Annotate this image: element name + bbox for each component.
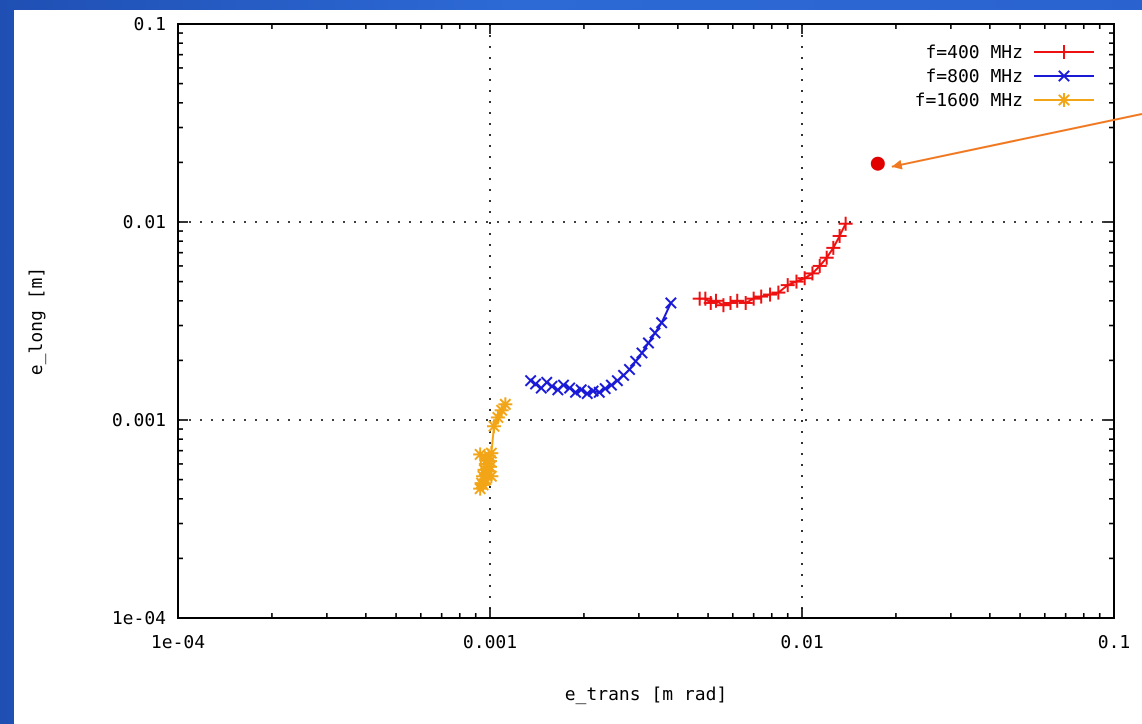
data-point [771, 285, 786, 300]
data-point [575, 383, 588, 396]
data-point [481, 464, 496, 479]
legend-label: f=800 MHz [925, 66, 1023, 87]
data-point [789, 274, 804, 289]
data-point [629, 355, 642, 368]
data-point [605, 379, 618, 392]
legend-marker [1057, 45, 1071, 59]
annotation-point [870, 156, 885, 171]
data-point [569, 386, 582, 399]
data-point [664, 297, 677, 309]
y-tick-label: 0.001 [112, 410, 166, 431]
data-point [812, 258, 827, 273]
legend-label: f=1600 MHz [915, 90, 1023, 111]
legend: f=400 MHz f=800 MHz f=1600 MHz [915, 42, 1094, 111]
data-point [581, 387, 594, 400]
data-point [524, 374, 537, 387]
data-point [797, 271, 812, 286]
y-axis-label: e_long [m] [26, 267, 47, 375]
data-point [655, 316, 668, 329]
annotation-arrow [891, 113, 1142, 170]
y-tick-label: 0.01 [123, 212, 166, 233]
legend-marker [1057, 93, 1071, 107]
legend-label: f=400 MHz [925, 42, 1023, 63]
data-point [483, 454, 497, 469]
legend-marker [1058, 70, 1070, 82]
series-line-2 [530, 302, 672, 395]
data-point [703, 295, 718, 310]
data-point [730, 293, 745, 308]
data-point [473, 447, 488, 462]
data-point [826, 240, 841, 255]
data-point [478, 472, 493, 487]
data-point [484, 446, 499, 461]
data-point [723, 295, 738, 310]
x-tick-label: 0.01 [780, 632, 823, 653]
data-point [642, 337, 655, 349]
data-point [529, 378, 542, 390]
data-point [593, 386, 606, 399]
data-point [623, 363, 636, 376]
ticks: 1e-04 0.001 0.01 0.1 1e-04 0.001 0.01 0.1 [112, 14, 1130, 653]
data-point [476, 477, 491, 492]
y-tick-label: 0.1 [133, 14, 166, 35]
data-point [780, 278, 795, 293]
data-point [599, 382, 612, 395]
data-point [832, 228, 847, 243]
data-point [498, 397, 513, 412]
plot-frame [177, 23, 1115, 619]
x-tick-label: 0.1 [1098, 632, 1131, 653]
x-tick-label: 1e-04 [151, 632, 205, 653]
data-point [708, 293, 723, 308]
data-point [738, 295, 753, 310]
data-point [763, 287, 778, 302]
data-point [805, 266, 820, 281]
chart-background [14, 10, 1142, 724]
data-point [557, 379, 570, 392]
series-layer [473, 216, 853, 496]
data-point [563, 382, 576, 394]
data-point [649, 327, 661, 339]
x-axis-label: e_trans [m rad] [565, 684, 728, 705]
annotation [870, 113, 1142, 171]
data-point [746, 291, 761, 306]
x-tick-label: 0.001 [463, 632, 517, 653]
data-point [754, 289, 769, 304]
data-point [636, 347, 648, 359]
data-point [819, 250, 834, 265]
data-point [716, 298, 731, 313]
data-point [838, 216, 853, 231]
data-point [546, 380, 558, 393]
y-tick-label: 1e-04 [112, 608, 166, 629]
gridlines [178, 24, 1114, 618]
